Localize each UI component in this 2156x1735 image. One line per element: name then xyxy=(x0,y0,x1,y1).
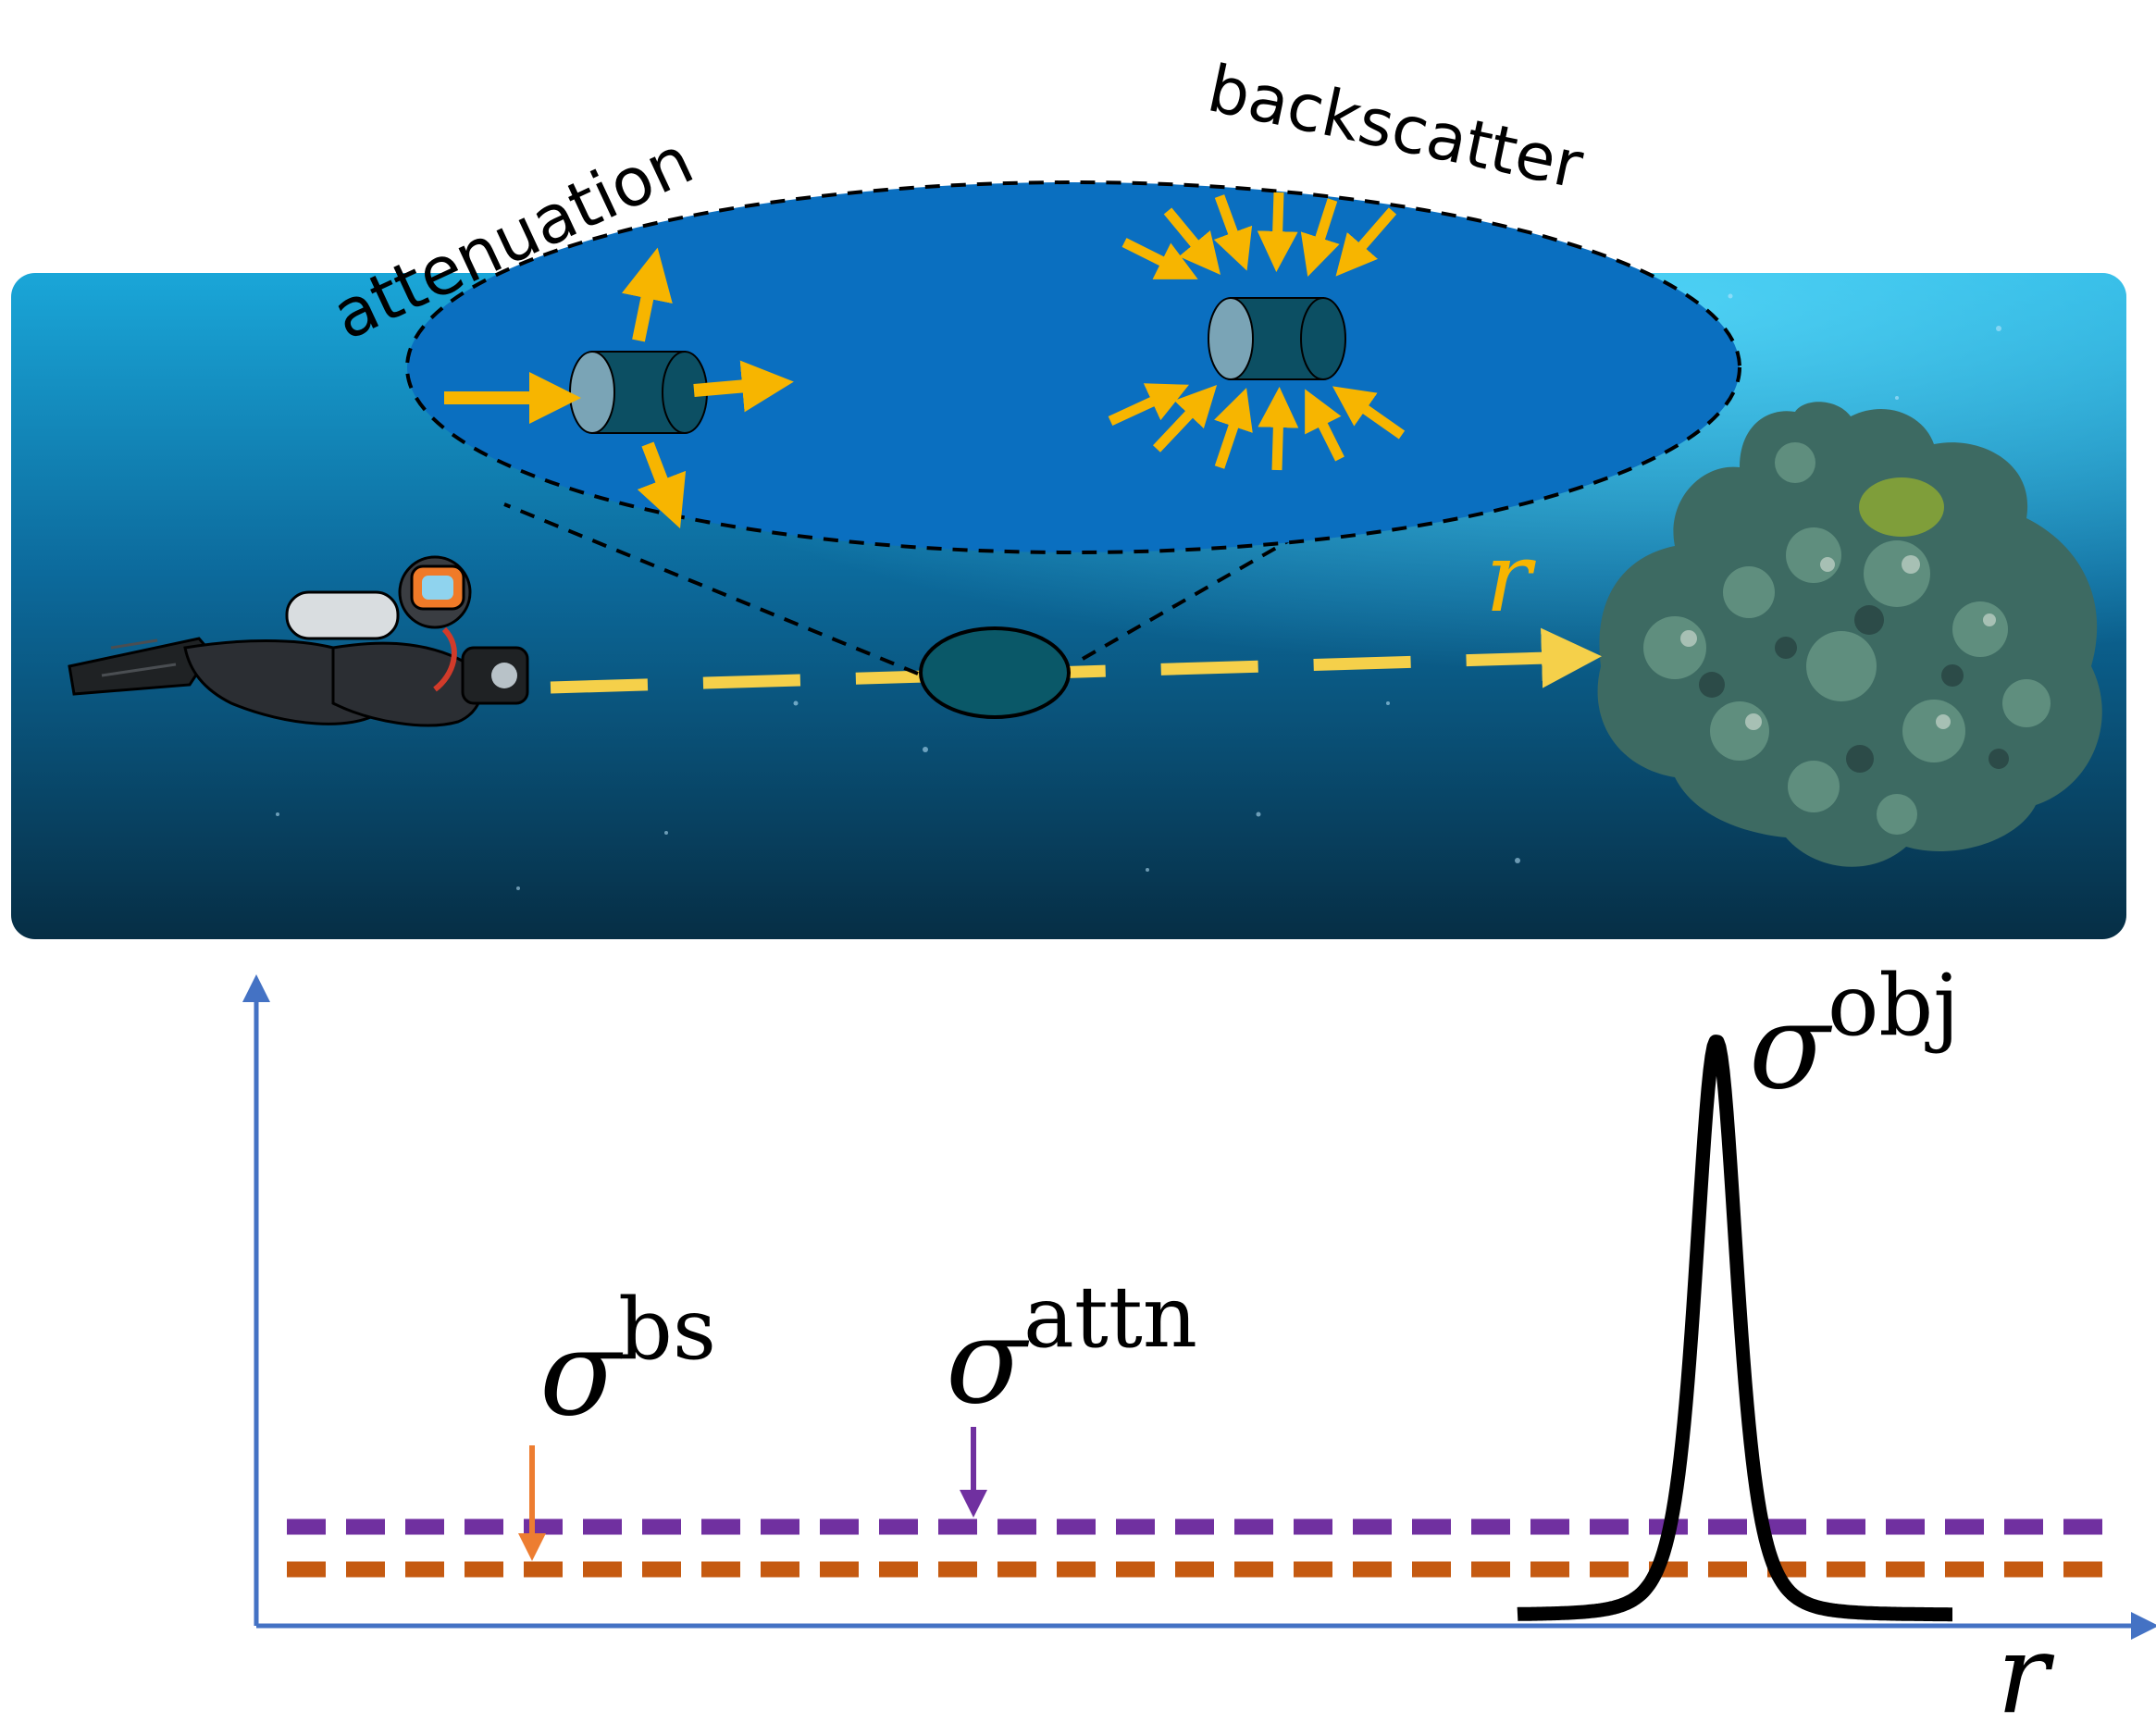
sigma-attn-superscript: attn xyxy=(1023,1268,1197,1367)
zoom-ellipse xyxy=(405,180,1741,554)
density-plot: r σ obj σ bs σ attn xyxy=(242,956,2156,1735)
diver-illustration xyxy=(68,555,529,727)
x-axis-label: r xyxy=(1997,1610,2055,1735)
zoom-line-left xyxy=(503,502,919,675)
sigma-attn-symbol: σ xyxy=(946,1293,1030,1431)
sigma-obj-curve xyxy=(1512,1035,1958,1622)
ray-r-label: r xyxy=(1485,521,1536,634)
backscatter-arrows xyxy=(1108,192,1406,471)
sigma-bs-symbol: σ xyxy=(539,1305,624,1443)
attenuation-particle xyxy=(569,351,708,434)
backscatter-particle xyxy=(1208,297,1346,380)
underwater-scene: r xyxy=(11,50,2126,939)
coral-reef xyxy=(1597,402,2102,867)
sigma-bs-superscript: bs xyxy=(618,1280,716,1379)
diver-tank xyxy=(285,590,400,640)
sigma-obj-symbol: σ xyxy=(1749,978,1833,1116)
attenuation-arrows xyxy=(444,247,794,529)
backscatter-label: backscatter xyxy=(1201,50,1589,204)
sample-point xyxy=(919,626,1071,719)
sigma-obj-superscript: obj xyxy=(1828,956,1960,1055)
